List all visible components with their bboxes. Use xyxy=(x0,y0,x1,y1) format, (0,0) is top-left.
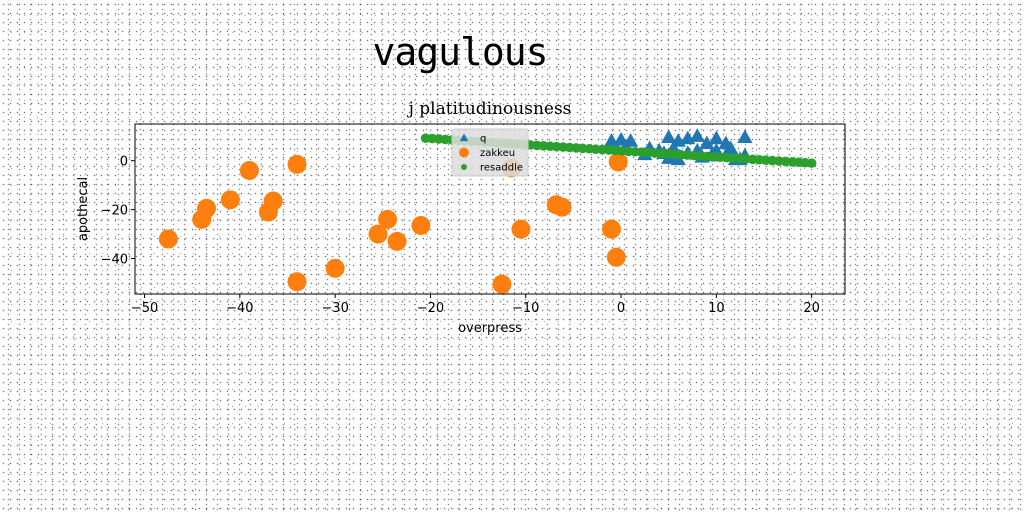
legend-marker xyxy=(459,147,469,158)
x-tick-label: −50 xyxy=(131,301,158,316)
data-point xyxy=(378,209,398,229)
data-point xyxy=(511,219,531,239)
x-tick-label: 0 xyxy=(617,301,625,316)
data-point xyxy=(699,135,715,150)
data-point xyxy=(806,158,817,168)
data-point xyxy=(239,160,259,180)
data-point xyxy=(287,154,307,174)
y-tick-label: −20 xyxy=(101,204,128,219)
data-point xyxy=(220,190,240,210)
data-point xyxy=(689,128,705,142)
data-point xyxy=(608,152,628,172)
data-point xyxy=(606,247,626,267)
data-point xyxy=(387,231,407,251)
x-tick-label: −30 xyxy=(321,301,348,316)
data-point xyxy=(411,216,431,236)
legend-label: zakkeu xyxy=(480,148,515,159)
axes-frame xyxy=(134,123,846,295)
legend: q zakkeu resaddle xyxy=(451,128,529,177)
legend-label: resaddle xyxy=(480,163,523,174)
chart-title: j platitudinousness xyxy=(407,99,572,119)
data-point xyxy=(196,198,216,218)
x-tick-label: −10 xyxy=(512,301,539,316)
data-point xyxy=(287,272,307,292)
x-axis-label: overpress xyxy=(458,321,522,336)
y-tick-label: −40 xyxy=(101,253,128,268)
figure-suptitle: vagulous xyxy=(372,30,548,74)
x-tick-label: −20 xyxy=(417,301,444,316)
data-point xyxy=(263,191,283,211)
series-zakkeu xyxy=(158,152,628,294)
y-tick-label: 0 xyxy=(120,155,128,170)
data-point xyxy=(368,224,388,244)
y-axis-label: apothecal xyxy=(76,177,91,241)
legend-marker xyxy=(461,164,467,170)
data-point xyxy=(158,229,178,249)
y-axis-ticks: 0 −20 −40 xyxy=(101,155,135,268)
data-point xyxy=(492,274,512,294)
data-point xyxy=(661,129,677,144)
legend-box xyxy=(451,128,529,177)
data-point xyxy=(708,130,724,145)
series-resaddle xyxy=(420,133,817,168)
data-point xyxy=(325,258,345,278)
legend-label: q xyxy=(480,134,486,145)
data-point xyxy=(737,129,753,144)
x-tick-label: 10 xyxy=(708,301,725,316)
data-point xyxy=(552,197,572,217)
data-point xyxy=(723,140,739,155)
legend-marker xyxy=(459,133,469,142)
data-point xyxy=(602,219,622,239)
x-tick-label: −40 xyxy=(226,301,253,316)
x-tick-label: 20 xyxy=(803,301,820,316)
x-axis-ticks: −50 −40 −30 −20 −10 0 10 20 xyxy=(131,294,820,316)
